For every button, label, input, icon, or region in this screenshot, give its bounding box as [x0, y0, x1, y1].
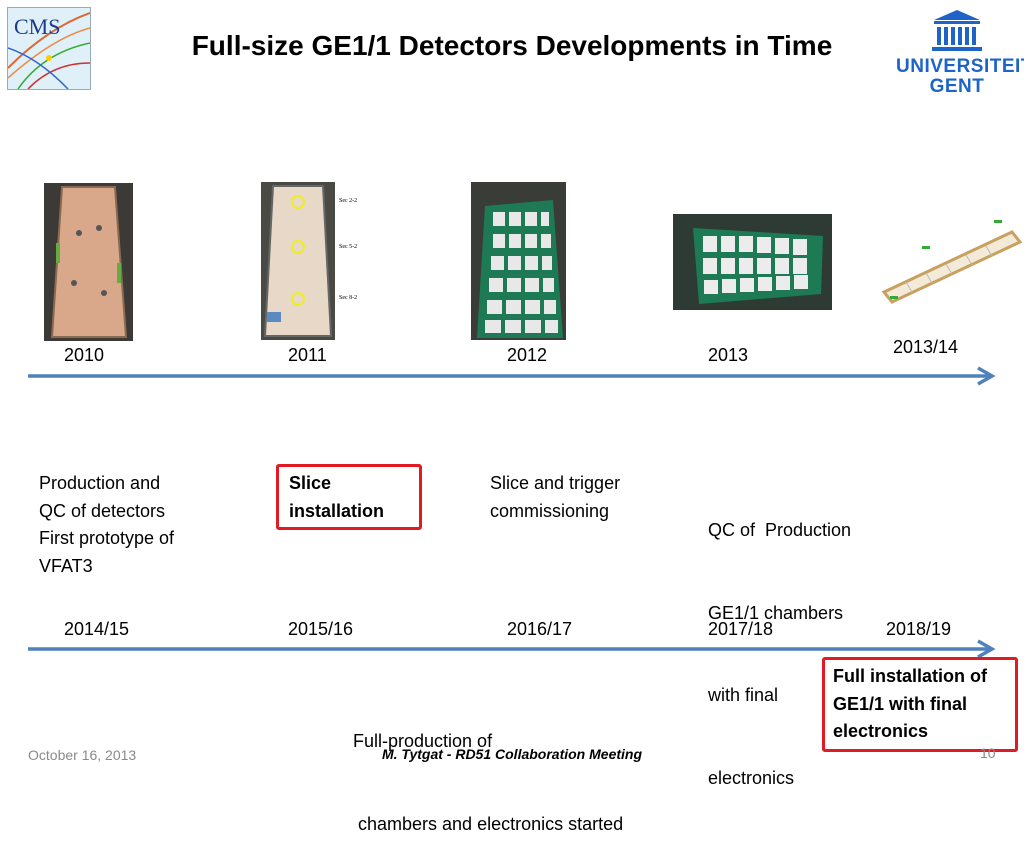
ugent-text-line2: GENT: [929, 76, 985, 97]
description-full-installation: Full installation of GE1/1 with final el…: [833, 663, 987, 746]
description-line: chambers and electronics started: [353, 813, 624, 834]
timeline1-year-2010: 2010: [64, 345, 105, 365]
description-line: GE1/1 with final: [833, 693, 968, 714]
timeline2-year-2018-19: 2018/19: [886, 619, 952, 639]
description-line: Production and: [39, 473, 161, 493]
detector-2010-graphic: [50, 186, 128, 338]
description-line: installation: [289, 500, 385, 521]
cms-logo-graphic: [8, 12, 90, 89]
description-full-production: Full-production of chambers and electron…: [353, 673, 623, 866]
annotation-sec-5: Sec 5-2: [339, 244, 358, 250]
description-line: with final: [708, 685, 779, 705]
detector-photo-2010: [44, 183, 133, 341]
slide-number: 10: [980, 745, 996, 761]
footer-presenter: M. Tytgat - RD51 Collaboration Meeting: [381, 746, 643, 762]
timeline2-arrow: [28, 639, 996, 659]
description-line: QC of detectors: [39, 500, 166, 521]
description-slice-trigger: Slice and trigger commissioning: [490, 470, 620, 525]
description-production-qc: Production and QC of detectors First pro…: [39, 470, 174, 580]
ugent-text-line1: UNIVERSITEIT: [896, 56, 1024, 77]
footer-date: October 16, 2013: [28, 747, 137, 763]
description-line: GE1/1 chambers: [708, 602, 844, 623]
description-line: electronics: [708, 767, 795, 788]
detector-photo-2011: [261, 182, 335, 340]
description-line: Full-production of: [353, 731, 493, 751]
slide-title: Full-size GE1/1 Detectors Developments i…: [191, 30, 833, 61]
description-line: QC of Production: [708, 520, 852, 540]
detector-cad-graphic: [881, 220, 1022, 304]
timeline2-year-2017-18: 2017/18: [708, 619, 774, 639]
timeline1-arrow: [28, 366, 996, 386]
annotation-sec-8: Sec 8-2: [339, 295, 358, 301]
detector-2012-graphic: [477, 200, 563, 338]
ugent-building-icon: [932, 10, 982, 51]
detector-drawing-2013-14: [876, 212, 1022, 304]
detector-photo-2013: [673, 214, 832, 310]
cms-logo-text: CMS: [14, 14, 61, 39]
highlight-box-full-installation: [822, 657, 1018, 752]
detector-photo-2012: [471, 182, 566, 340]
detector-2011-annotations: Sec 2-2 Sec 5-2 Sec 8-2: [335, 182, 367, 340]
description-line: Full installation of: [833, 666, 987, 686]
timeline1-year-2013-14: 2013/14: [893, 337, 959, 357]
timeline1-year-2011: 2011: [288, 345, 327, 365]
description-line: electronics: [833, 721, 929, 741]
detector-2013-graphic: [693, 228, 823, 304]
description-line: commissioning: [490, 500, 610, 521]
highlight-box-slice: [276, 464, 422, 530]
description-line: VFAT3: [39, 555, 93, 576]
detector-2011-graphic: [263, 185, 333, 337]
timeline1-year-2013: 2013: [708, 345, 749, 365]
description-line: Slice: [289, 473, 332, 493]
timeline2-year-2016-17: 2016/17: [507, 619, 573, 639]
timeline2-year-2015-16: 2015/16: [288, 619, 354, 639]
timeline1-year-2012: 2012: [507, 345, 548, 365]
description-line: Slice and trigger: [490, 473, 621, 493]
description-line: First prototype of: [39, 528, 175, 548]
ugent-logo: UNIVERSITEIT GENT: [896, 8, 1024, 97]
cms-logo: CMS: [7, 7, 91, 90]
description-slice-installation: Slice installation: [289, 470, 384, 525]
timeline2-year-2014-15: 2014/15: [64, 619, 130, 639]
annotation-sec-2: Sec 2-2: [339, 198, 358, 204]
